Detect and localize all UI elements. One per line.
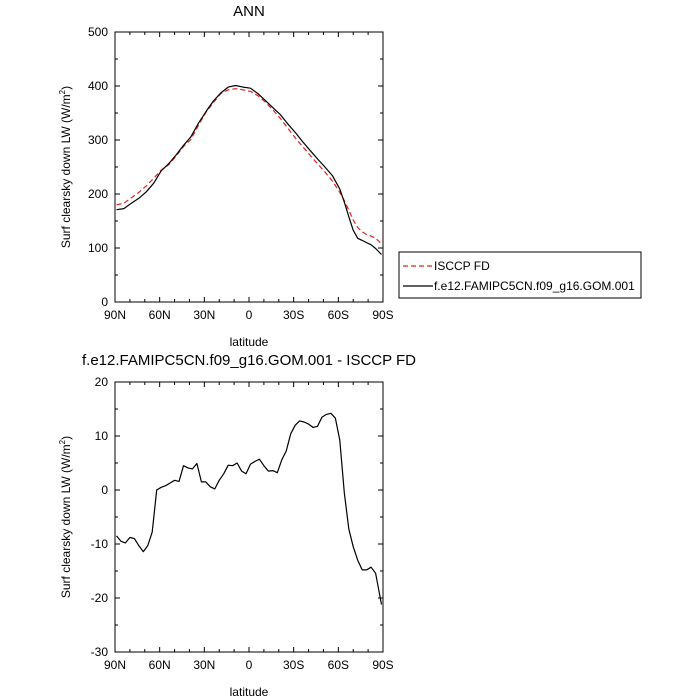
top-x-tick-label: 0 xyxy=(246,308,253,322)
legend: ISCCP FD f.e12.FAMIPC5CN.f09_g16.GOM.001 xyxy=(398,251,642,299)
bottom-y-axis-label-end: ) xyxy=(59,436,73,440)
top-y-tick-label: 300 xyxy=(88,133,108,147)
top-y-tick-label: 400 xyxy=(88,79,108,93)
top-panel: ANN 90N 60N 30N 0 30S 60S 90S0100200300400500 … xyxy=(58,3,394,349)
bottom-y-tick-label: -10 xyxy=(91,537,109,551)
top-x-tick-label: 90N xyxy=(104,308,126,322)
top-x-tick-label: 30N xyxy=(193,308,215,322)
bottom-y-axis-label: Surf clearsky down LW (W/m2) xyxy=(58,436,73,598)
top-x-tick-label: 30S xyxy=(283,308,304,322)
top-y-axis-label-end: ) xyxy=(59,86,73,90)
top-series-line-2 xyxy=(116,84,382,255)
bottom-x-tick-label: 30S xyxy=(283,658,304,672)
bottom-x-tick-label: 90N xyxy=(104,658,126,672)
top-y-axis-label: Surf clearsky down LW (W/m2) xyxy=(58,86,73,248)
top-y-axis-label-main: Surf clearsky down LW (W/m xyxy=(59,94,73,248)
top-y-tick-label: 200 xyxy=(88,187,108,201)
top-chart-title: ANN xyxy=(233,3,265,20)
top-x-tick-label: 60N xyxy=(149,308,171,322)
bottom-axis-ticks: 90N 60N 30N 0 30S 60S 90S -30 -20 -10 0 10 20 xyxy=(91,375,394,672)
bottom-series-line-1 xyxy=(116,412,383,605)
bottom-y-tick-label: 10 xyxy=(95,429,109,443)
top-plot-frame xyxy=(114,31,384,303)
top-y-tick-label: 500 xyxy=(88,25,108,39)
top-x-tick-label: 60S xyxy=(328,308,349,322)
legend-box xyxy=(398,251,642,299)
top-series-line-1 xyxy=(116,88,382,245)
bottom-y-tick-label: 0 xyxy=(101,483,108,497)
bottom-y-axis-label-main: Surf clearsky down LW (W/m xyxy=(59,444,73,598)
top-series-lines xyxy=(116,84,382,255)
bottom-panel: f.e12.FAMIPC5CN.f09_g16.GOM.001 - ISCCP … xyxy=(58,352,416,699)
bottom-chart-title: f.e12.FAMIPC5CN.f09_g16.GOM.001 - ISCCP … xyxy=(82,352,416,369)
top-axis-ticks: 90N 60N 30N 0 30S 60S 90S 0 100 200 300 400 500 xyxy=(88,25,394,322)
top-x-axis-label: latitude xyxy=(230,335,269,349)
bottom-x-axis-label: latitude xyxy=(230,685,269,699)
legend-label-model: f.e12.FAMIPC5CN.f09_g16.GOM.001 xyxy=(434,279,635,293)
bottom-plot-frame xyxy=(114,381,384,653)
bottom-y-axis-label-sup: 2 xyxy=(58,439,67,444)
bottom-y-tick-label: 20 xyxy=(95,375,109,389)
top-y-tick-label: 100 xyxy=(88,241,108,255)
bottom-x-tick-label: 90S xyxy=(372,658,393,672)
bottom-x-tick-label: 30N xyxy=(193,658,215,672)
legend-label-isccp: ISCCP FD xyxy=(434,259,490,273)
top-y-axis-label-sup: 2 xyxy=(58,89,67,94)
bottom-y-tick-label: -30 xyxy=(91,645,109,659)
bottom-x-tick-label: 60N xyxy=(149,658,171,672)
bottom-x-tick-label: 60S xyxy=(328,658,349,672)
bottom-x-tick-label: 0 xyxy=(246,658,253,672)
bottom-y-tick-label: -20 xyxy=(91,591,109,605)
bottom-series-lines xyxy=(116,412,383,605)
top-y-tick-label: 0 xyxy=(101,295,108,309)
top-x-tick-label: 90S xyxy=(372,308,393,322)
